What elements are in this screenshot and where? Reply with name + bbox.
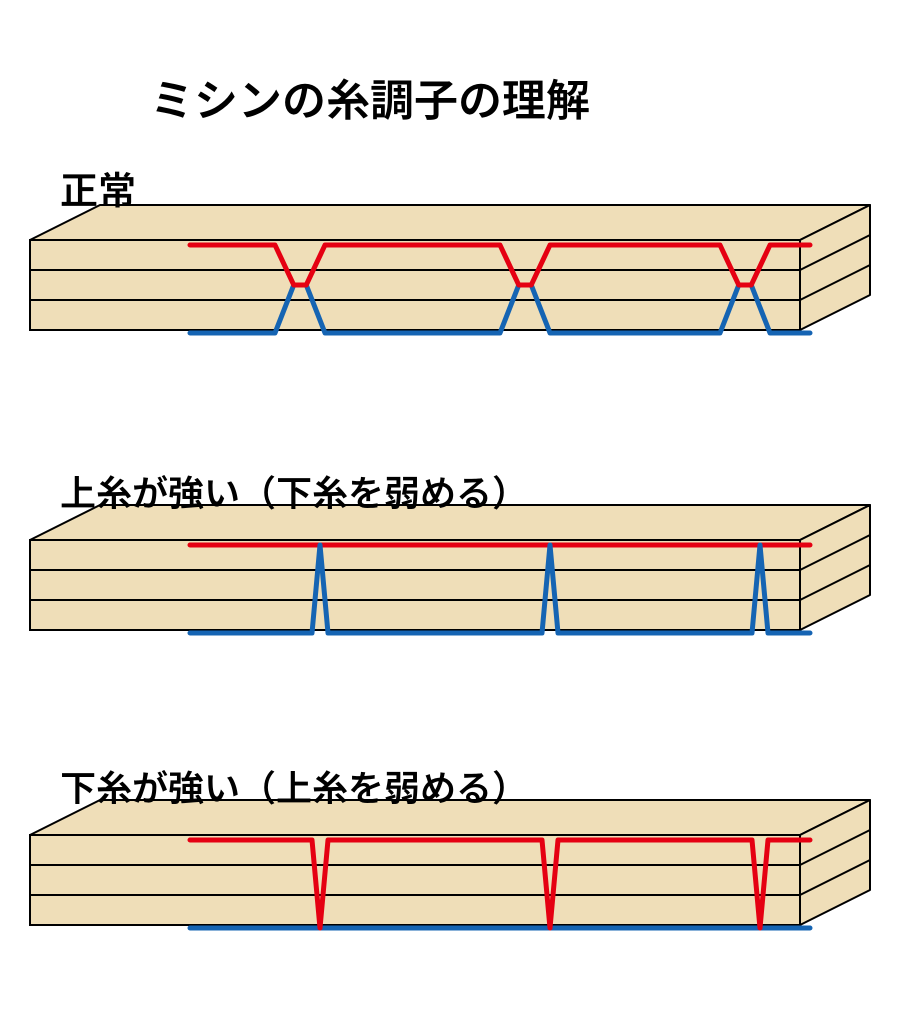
section-label-normal: 正常 [60, 160, 136, 215]
page-title: ミシンの糸調子の理解 [150, 65, 590, 129]
section-label-upper-strong: 上糸が強い（下糸を弱める） [60, 465, 528, 517]
section-label-lower-strong: 下糸が強い（上糸を弱める） [60, 760, 528, 812]
